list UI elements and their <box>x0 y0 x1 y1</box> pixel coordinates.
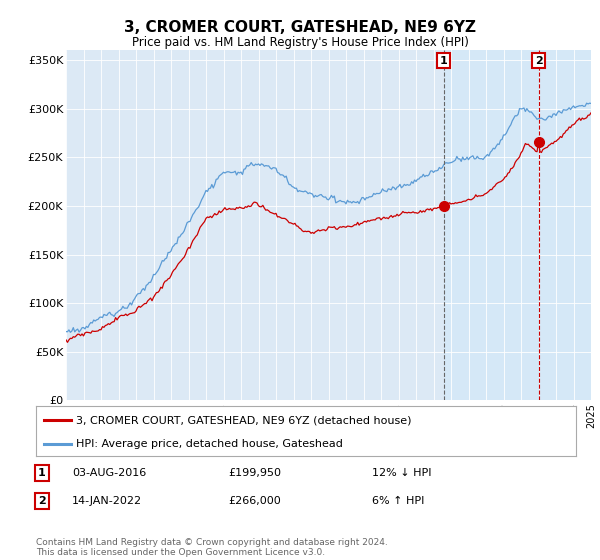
Bar <box>444 50 591 400</box>
Text: 2: 2 <box>38 496 46 506</box>
Text: £266,000: £266,000 <box>228 496 281 506</box>
Text: 03-AUG-2016: 03-AUG-2016 <box>72 468 146 478</box>
Text: HPI: Average price, detached house, Gateshead: HPI: Average price, detached house, Gate… <box>77 439 343 449</box>
Text: 1: 1 <box>38 468 46 478</box>
Text: 1: 1 <box>440 55 448 66</box>
Text: 3, CROMER COURT, GATESHEAD, NE9 6YZ: 3, CROMER COURT, GATESHEAD, NE9 6YZ <box>124 20 476 35</box>
Text: 3, CROMER COURT, GATESHEAD, NE9 6YZ (detached house): 3, CROMER COURT, GATESHEAD, NE9 6YZ (det… <box>77 415 412 425</box>
Text: £199,950: £199,950 <box>228 468 281 478</box>
Text: Price paid vs. HM Land Registry's House Price Index (HPI): Price paid vs. HM Land Registry's House … <box>131 36 469 49</box>
Text: 6% ↑ HPI: 6% ↑ HPI <box>372 496 424 506</box>
Text: Contains HM Land Registry data © Crown copyright and database right 2024.
This d: Contains HM Land Registry data © Crown c… <box>36 538 388 557</box>
Text: 14-JAN-2022: 14-JAN-2022 <box>72 496 142 506</box>
Text: 2: 2 <box>535 55 542 66</box>
Text: 12% ↓ HPI: 12% ↓ HPI <box>372 468 431 478</box>
